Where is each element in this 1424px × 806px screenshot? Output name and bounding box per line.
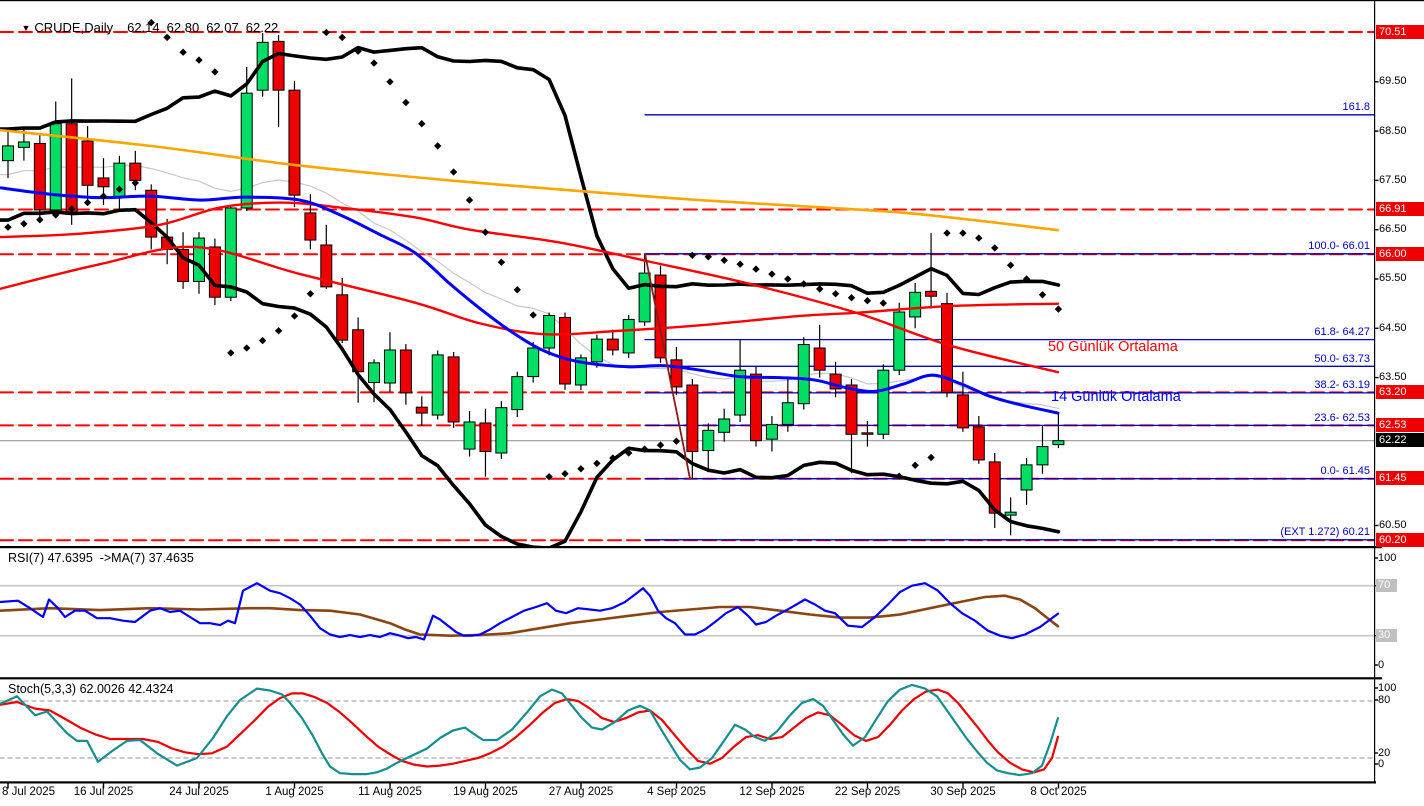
price-level-badge: 63.20 [1376,385,1424,400]
date-tick-label: 19 Aug 2025 [453,786,518,798]
symbol-label: CRUDE,Daily [34,20,114,35]
price-tick-label: 66.50 [1379,223,1407,236]
price-tick-label: 68.50 [1379,124,1407,137]
indicator-scale-label: 20 [1378,746,1391,759]
ma14-annotation: 14 Günlük Ortalama [1051,389,1181,405]
price-tick-label: 64.50 [1379,321,1407,334]
indicator-scale-label: 70 [1376,579,1397,593]
stoch-k-line [0,683,1060,777]
ohlc-high: 62.80 [166,20,200,35]
ohlc-low: 62.07 [206,20,239,35]
date-tick-label: 11 Aug 2025 [358,786,422,798]
bb-lower-line [0,207,1061,546]
date-tick-label: 12 Sep 2025 [739,786,805,798]
fib-level-label: 0.0- 61.45 [1320,465,1370,478]
candlestick-series [2,32,1065,536]
indicator-scale-label: 100 [1378,551,1397,564]
date-tick-label: 24 Jul 2025 [169,786,229,798]
indicator-scale-label: 100 [1378,681,1397,694]
price-level-badge: 62.22 [1376,433,1424,448]
price-tick-label: 60.50 [1379,518,1407,531]
date-tick-label: 8 Jul 2025 [2,786,56,798]
stoch-indicator-label: Stoch(5,3,3) 62.0026 42.4324 [8,682,174,696]
fib-trend-line [644,252,691,480]
price-level-badge: 70.51 [1376,24,1424,39]
rsi-indicator-label: RSI(7) 47.6395 ->MA(7) 37.4635 [8,551,194,565]
stoch-panel [0,683,1374,777]
price-panel [0,18,1374,546]
price-tick-label: 63.50 [1379,371,1407,384]
fib-level-label: 100.0- 66.01 [1308,240,1370,253]
bb-upper-line [0,45,1061,297]
axes [0,0,1424,789]
ohlc-close: 62.22 [245,20,279,35]
fib-level-label: 38.2- 63.19 [1314,379,1370,392]
fib-level-label: 61.8- 64.27 [1314,326,1370,339]
price-level-badge: 61.45 [1376,471,1424,486]
price-level-badge: 62.53 [1376,418,1424,433]
date-tick-label: 27 Aug 2025 [548,786,614,798]
price-level-badge: 66.91 [1376,202,1424,217]
ma50-annotation: 50 Günlük Ortalama [1048,339,1178,355]
ohlc-open: 62.14 [127,20,160,35]
date-tick-label: 22 Sep 2025 [834,786,901,798]
stoch-d-line [0,688,1060,774]
chart-title: ▼ CRUDE,Daily 62.14 62.80 62.07 62.22 [7,5,285,50]
fib-level-label: 50.0- 63.73 [1314,352,1370,365]
indicator-scale-label: 0 [1378,757,1385,770]
date-tick-label: 4 Sep 2025 [647,786,706,798]
rsi-panel [0,582,1374,641]
date-tick-label: 16 Jul 2025 [73,786,134,798]
price-tick-label: 67.50 [1379,173,1407,186]
price-tick-label: 69.50 [1379,75,1407,88]
indicator-scale-label: 0 [1378,658,1385,671]
date-tick-label: 1 Aug 2025 [265,786,324,798]
price-level-badge: 66.00 [1376,247,1424,262]
price-tick-label: 65.50 [1379,272,1407,285]
date-tick-label: 30 Sep 2025 [930,786,996,798]
symbol-dropdown-icon[interactable]: ▼ [21,23,31,33]
fib-level-label: (EXT 1.272) 60.21 [1280,526,1370,539]
fib-level-label: 23.6- 62.53 [1314,411,1370,424]
rsi-ma-line [0,594,1060,637]
fib-level-label: 161.8 [1342,101,1370,114]
price-level-badge: 60.20 [1376,533,1424,548]
indicator-scale-label: 80 [1378,693,1391,706]
date-tick-label: 8 Oct 2025 [1030,786,1087,798]
indicator-scale-label: 30 [1376,629,1397,643]
rsi-line [0,582,1060,641]
